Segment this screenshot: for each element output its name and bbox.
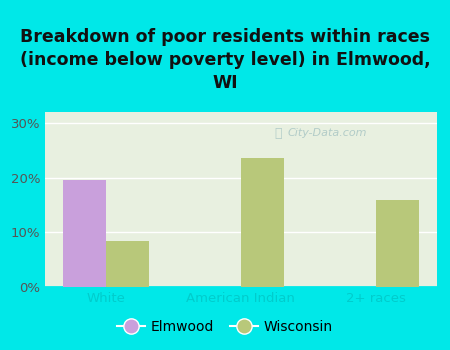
Bar <box>63 180 106 287</box>
Text: Ⓠ: Ⓠ <box>274 126 282 140</box>
Legend: Elmwood, Wisconsin: Elmwood, Wisconsin <box>112 314 338 340</box>
Bar <box>106 240 149 287</box>
Bar <box>376 199 419 287</box>
Text: City-Data.com: City-Data.com <box>287 128 367 138</box>
Text: Breakdown of poor residents within races
(income below poverty level) in Elmwood: Breakdown of poor residents within races… <box>20 28 430 92</box>
Bar <box>241 159 284 287</box>
